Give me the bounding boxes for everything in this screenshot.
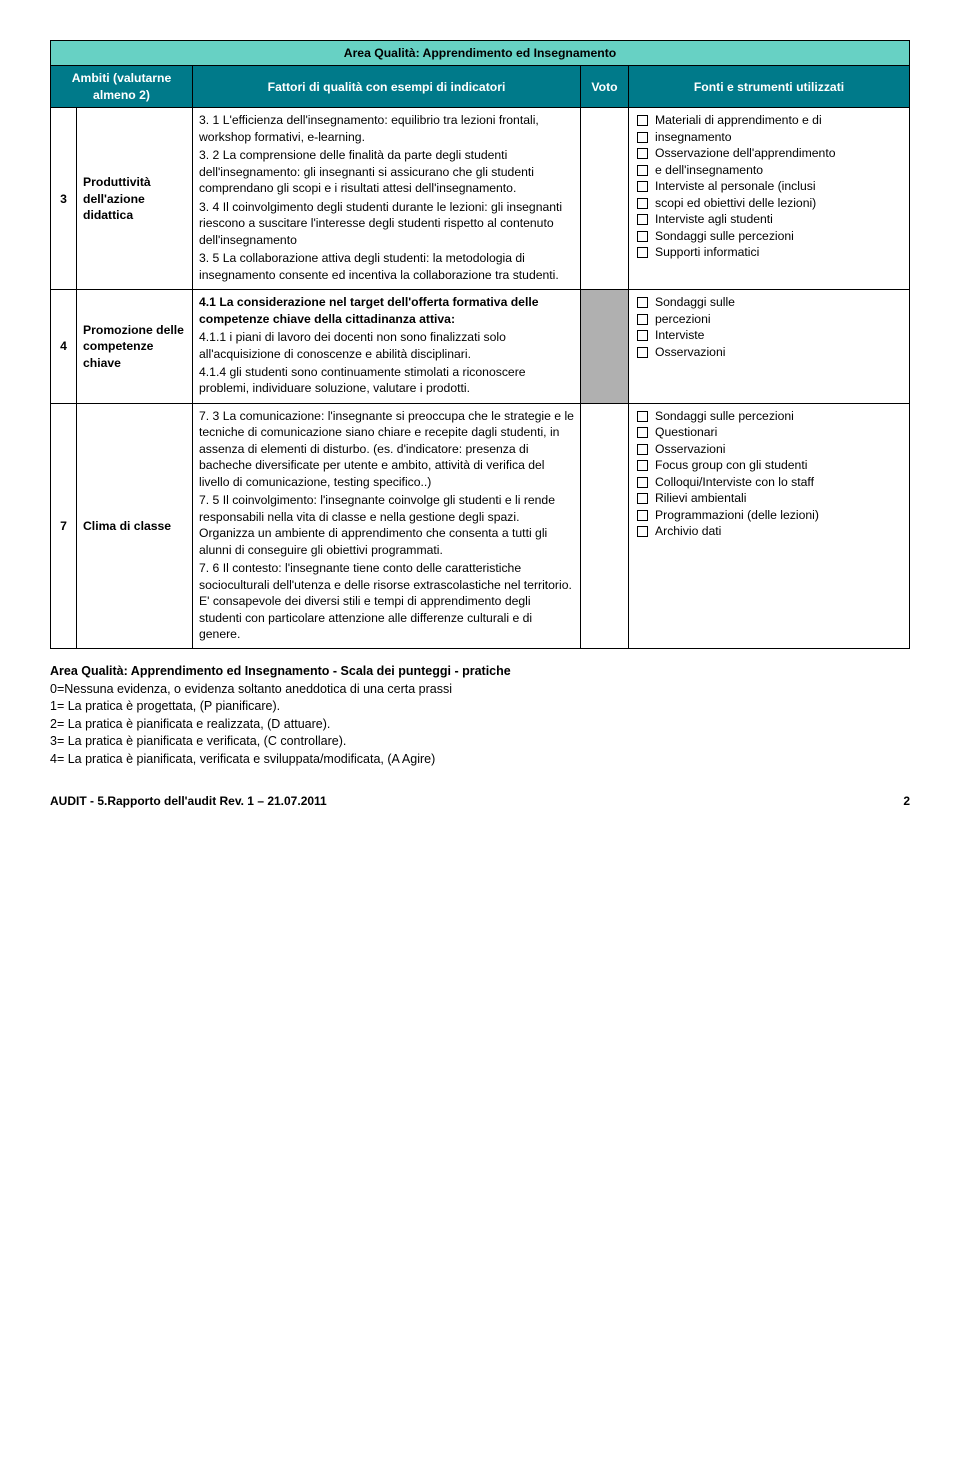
header-fonti: Fonti e strumenti utilizzati xyxy=(629,66,910,108)
indicator-text: 3. 4 Il coinvolgimento degli studenti du… xyxy=(199,199,574,248)
fonti-item: Sondaggi sulle percezioni xyxy=(635,228,903,244)
fattori-cell: 3. 1 L'efficienza dell'insegnamento: equ… xyxy=(193,108,581,290)
header-fattori: Fattori di qualità con esempi di indicat… xyxy=(193,66,581,108)
voto-cell xyxy=(581,403,629,649)
fonti-cell: Sondaggi sullepercezioniIntervisteOsserv… xyxy=(629,290,910,404)
fonti-item: Osservazioni xyxy=(635,441,903,457)
fonti-item: Materiali di apprendimento e di xyxy=(635,112,903,128)
header-ambiti: Ambiti (valutarne almeno 2) xyxy=(51,66,193,108)
fonti-item: Colloqui/Interviste con lo staff xyxy=(635,474,903,490)
fonti-item: Supporti informatici xyxy=(635,244,903,260)
fonti-item: Sondaggi sulle percezioni xyxy=(635,408,903,424)
indicator-text: 7. 5 Il coinvolgimento: l'insegnante coi… xyxy=(199,492,574,558)
header-voto: Voto xyxy=(581,66,629,108)
fonti-item: Questionari xyxy=(635,424,903,440)
fonti-item: Osservazioni xyxy=(635,344,903,360)
table-row: 4Promozione delle competenze chiave4.1 L… xyxy=(51,290,910,404)
scale-lines: 0=Nessuna evidenza, o evidenza soltanto … xyxy=(50,681,910,769)
fonti-item: Programmazioni (delle lezioni) xyxy=(635,507,903,523)
row-number: 3 xyxy=(51,108,77,290)
fattori-cell: 7. 3 La comunicazione: l'insegnante si p… xyxy=(193,403,581,649)
ambito-cell: Clima di classe xyxy=(77,403,193,649)
area-title-row: Area Qualità: Apprendimento ed Insegname… xyxy=(51,41,910,66)
fonti-item: scopi ed obiettivi delle lezioni) xyxy=(635,195,903,211)
row-number: 4 xyxy=(51,290,77,404)
scale-line: 4= La pratica è pianificata, verificata … xyxy=(50,751,910,769)
ambito-cell: Promozione delle competenze chiave xyxy=(77,290,193,404)
ambito-cell: Produttività dell'azione didattica xyxy=(77,108,193,290)
scale-line: 2= La pratica è pianificata e realizzata… xyxy=(50,716,910,734)
area-title: Area Qualità: Apprendimento ed Insegname… xyxy=(51,41,910,66)
fonti-item: Osservazione dell'apprendimento xyxy=(635,145,903,161)
scale-block: Area Qualità: Apprendimento ed Insegname… xyxy=(50,663,910,768)
voto-cell xyxy=(581,290,629,404)
voto-cell xyxy=(581,108,629,290)
fonti-item: e dell'insegnamento xyxy=(635,162,903,178)
table-row: 3Produttività dell'azione didattica3. 1 … xyxy=(51,108,910,290)
fonti-item: Interviste agli studenti xyxy=(635,211,903,227)
footer: AUDIT - 5.Rapporto dell'audit Rev. 1 – 2… xyxy=(50,794,910,808)
footer-left: AUDIT - 5.Rapporto dell'audit Rev. 1 – 2… xyxy=(50,794,327,808)
fonti-item: Sondaggi sulle xyxy=(635,294,903,310)
indicator-text: 4.1 La considerazione nel target dell'of… xyxy=(199,294,574,327)
table-row: 7Clima di classe7. 3 La comunicazione: l… xyxy=(51,403,910,649)
row-number: 7 xyxy=(51,403,77,649)
indicator-text: 3. 5 La collaborazione attiva degli stud… xyxy=(199,250,574,283)
fonti-item: Archivio dati xyxy=(635,523,903,539)
fonti-item: Interviste al personale (inclusi xyxy=(635,178,903,194)
fattori-cell: 4.1 La considerazione nel target dell'of… xyxy=(193,290,581,404)
scale-line: 1= La pratica è progettata, (P pianifica… xyxy=(50,698,910,716)
indicator-text: 7. 6 Il contesto: l'insegnante tiene con… xyxy=(199,560,574,642)
indicator-text: 7. 3 La comunicazione: l'insegnante si p… xyxy=(199,408,574,490)
indicator-text: 3. 1 L'efficienza dell'insegnamento: equ… xyxy=(199,112,574,145)
footer-right: 2 xyxy=(903,794,910,808)
fonti-item: Focus group con gli studenti xyxy=(635,457,903,473)
indicator-text: 3. 2 La comprensione delle finalità da p… xyxy=(199,147,574,196)
page: Area Qualità: Apprendimento ed Insegname… xyxy=(0,0,960,838)
fonti-item: insegnamento xyxy=(635,129,903,145)
fonti-cell: Sondaggi sulle percezioniQuestionariOsse… xyxy=(629,403,910,649)
fonti-list: Materiali di apprendimento e diinsegname… xyxy=(635,112,903,260)
quality-table: Area Qualità: Apprendimento ed Insegname… xyxy=(50,40,910,649)
fonti-item: Rilievi ambientali xyxy=(635,490,903,506)
fonti-list: Sondaggi sulle percezioniQuestionariOsse… xyxy=(635,408,903,540)
header-row: Ambiti (valutarne almeno 2) Fattori di q… xyxy=(51,66,910,108)
fonti-cell: Materiali di apprendimento e diinsegname… xyxy=(629,108,910,290)
scale-title: Area Qualità: Apprendimento ed Insegname… xyxy=(50,663,910,681)
fonti-item: percezioni xyxy=(635,311,903,327)
fonti-item: Interviste xyxy=(635,327,903,343)
indicator-text: 4.1.1 i piani di lavoro dei docenti non … xyxy=(199,329,574,362)
scale-line: 3= La pratica è pianificata e verificata… xyxy=(50,733,910,751)
fonti-list: Sondaggi sullepercezioniIntervisteOsserv… xyxy=(635,294,903,360)
indicator-text: 4.1.4 gli studenti sono continuamente st… xyxy=(199,364,574,397)
scale-line: 0=Nessuna evidenza, o evidenza soltanto … xyxy=(50,681,910,699)
